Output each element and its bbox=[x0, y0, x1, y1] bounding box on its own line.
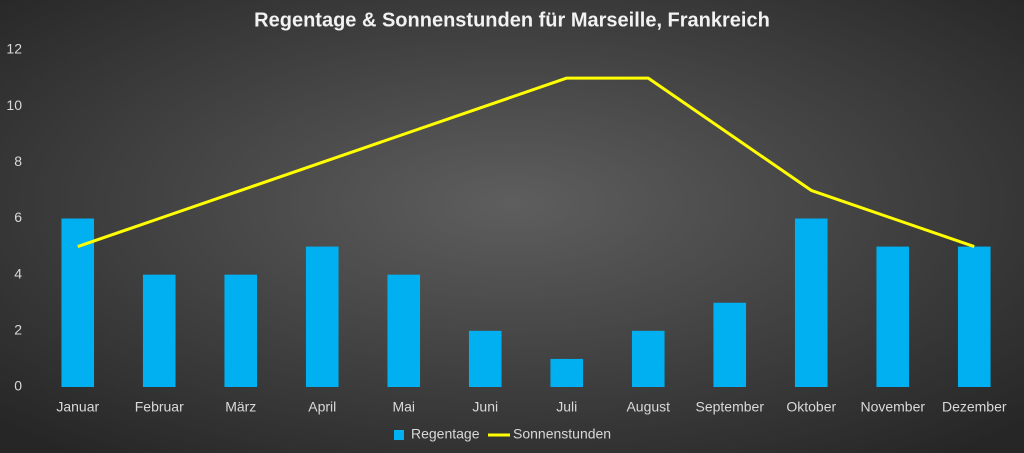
y-tick-label: 0 bbox=[14, 378, 22, 394]
legend-label: Sonnenstunden bbox=[513, 426, 611, 442]
bar bbox=[550, 358, 584, 387]
line bbox=[77, 76, 975, 249]
x-tick-label: Oktober bbox=[786, 399, 836, 415]
x-tick-label: Juli bbox=[556, 399, 577, 415]
legend-label: Regentage bbox=[411, 426, 480, 442]
y-tick-label: 4 bbox=[14, 265, 22, 281]
y-tick-label: 2 bbox=[14, 322, 22, 338]
bar bbox=[224, 274, 258, 387]
x-tick-label: September bbox=[696, 399, 765, 415]
legend-swatch bbox=[394, 430, 404, 440]
y-tick-label: 8 bbox=[14, 153, 22, 169]
bar bbox=[631, 330, 665, 387]
x-tick-label: März bbox=[225, 399, 256, 415]
x-tick-label: November bbox=[860, 399, 925, 415]
x-tick-label: Juni bbox=[472, 399, 498, 415]
y-tick-label: 10 bbox=[6, 97, 22, 113]
bar bbox=[468, 330, 502, 387]
bar bbox=[142, 274, 176, 387]
bar bbox=[305, 246, 339, 387]
bar bbox=[387, 274, 421, 387]
bar bbox=[876, 246, 910, 387]
bar bbox=[957, 246, 991, 387]
x-tick-label: Dezember bbox=[942, 399, 1007, 415]
y-tick-label: 6 bbox=[14, 209, 22, 225]
chart-title: Regentage & Sonnenstunden für Marseille,… bbox=[254, 9, 770, 31]
x-tick-label: April bbox=[308, 399, 336, 415]
x-tick-label: Mai bbox=[392, 399, 415, 415]
y-tick-label: 12 bbox=[6, 41, 22, 57]
bar bbox=[713, 302, 747, 387]
x-tick-label: Januar bbox=[56, 399, 99, 415]
x-tick-label: Februar bbox=[135, 399, 184, 415]
x-tick-label: August bbox=[626, 399, 670, 415]
bar bbox=[794, 218, 828, 387]
